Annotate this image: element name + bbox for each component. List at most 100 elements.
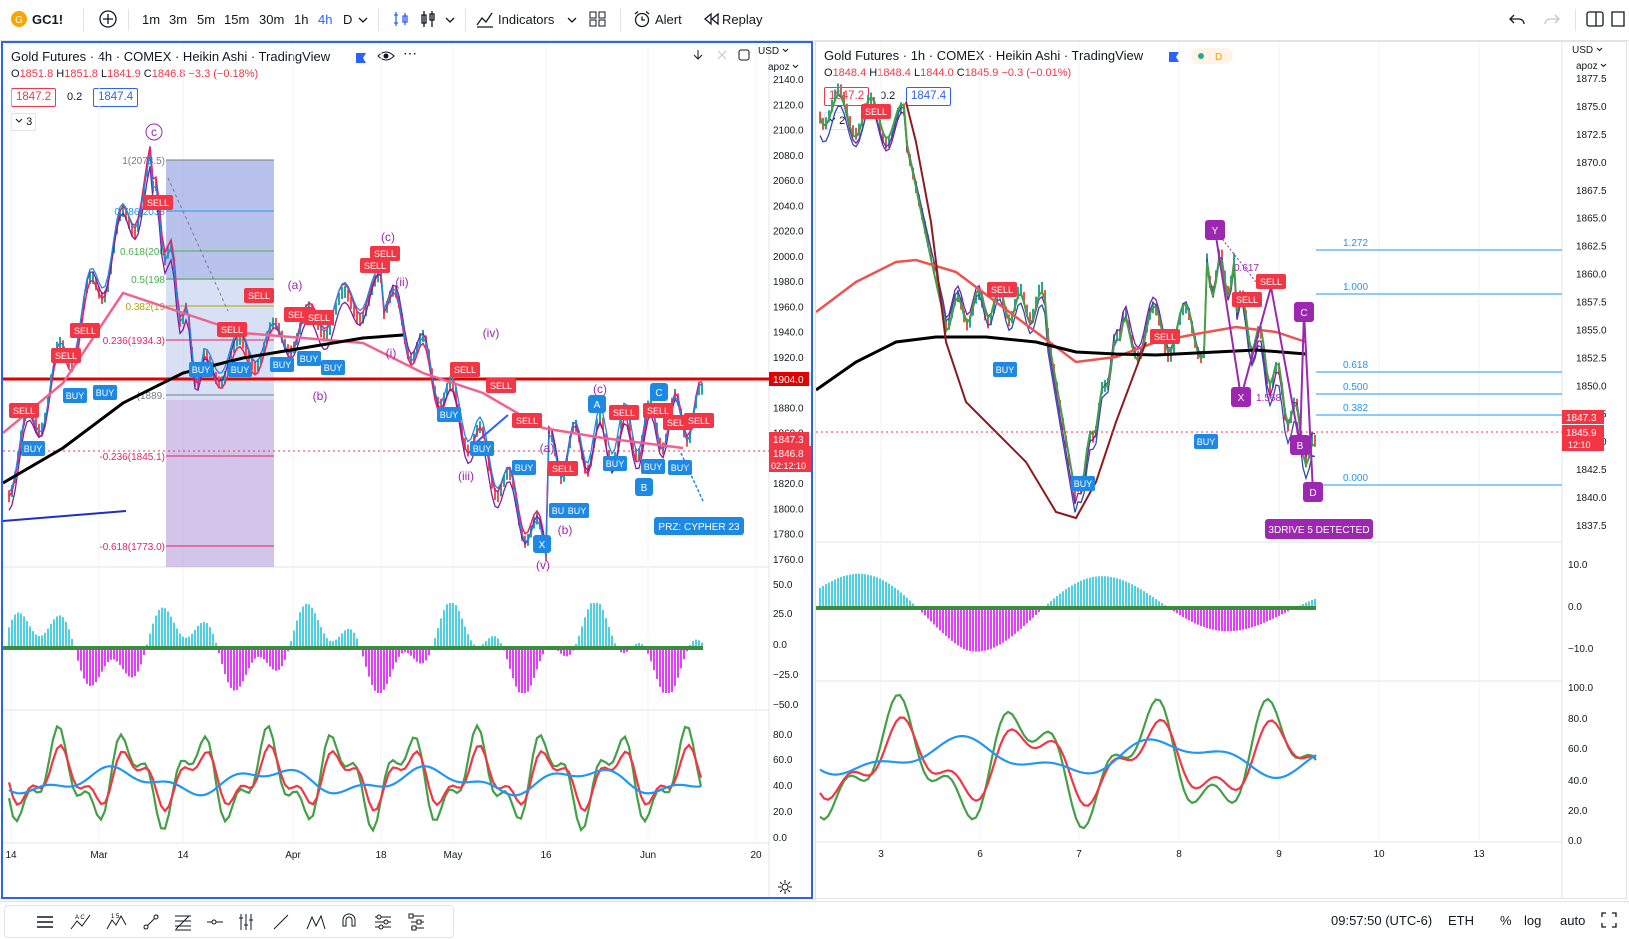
buy-price-box[interactable]: 1847.4 bbox=[906, 87, 952, 106]
settings-gear-icon[interactable] bbox=[777, 879, 793, 900]
sell-signal: SELL bbox=[248, 291, 270, 301]
left-chart-pane[interactable]: Gold Futures · 4h · COMEX · Heikin Ashi … bbox=[1, 41, 813, 899]
symbol-name[interactable]: GC1! bbox=[32, 12, 64, 27]
interval-4h[interactable]: 4h bbox=[318, 12, 333, 27]
percent-toggle[interactable]: % bbox=[1500, 913, 1512, 928]
arrow-down-icon[interactable] bbox=[691, 48, 705, 67]
price-tick: 1820.0 bbox=[773, 479, 804, 490]
time-tick: 10 bbox=[1373, 849, 1385, 860]
scale-selector[interactable]: apoz bbox=[768, 62, 799, 73]
price-tick: 1860.0 bbox=[1576, 270, 1607, 281]
abcd-pattern-icon[interactable]: A C bbox=[69, 912, 93, 937]
interval-3m[interactable]: 3m bbox=[169, 12, 188, 27]
time-tick: 14 bbox=[177, 850, 189, 861]
sell-price-box[interactable]: 1847.2 bbox=[11, 88, 57, 107]
price-tag-bg bbox=[1562, 425, 1604, 451]
session-toggle[interactable]: ETH bbox=[1448, 913, 1474, 928]
alert-button[interactable]: Alert bbox=[655, 12, 682, 27]
alarm-clock-icon[interactable] bbox=[632, 9, 652, 29]
price-tick: 1870.0 bbox=[1576, 158, 1607, 169]
osc1-tick: 10.0 bbox=[1568, 560, 1588, 571]
chevron-down-icon[interactable] bbox=[445, 11, 455, 31]
bar-chart-type-icon[interactable] bbox=[391, 9, 411, 29]
high-value: 1848.4 bbox=[877, 67, 911, 79]
buy-signal-bg bbox=[565, 503, 589, 518]
object-tree-icon[interactable] bbox=[407, 912, 427, 937]
spread-value: 0.2 bbox=[67, 91, 83, 103]
undo-icon[interactable] bbox=[1508, 10, 1526, 30]
price-tick: 1857.5 bbox=[1576, 298, 1607, 309]
elliott-wave-icon[interactable]: 1 5 bbox=[105, 912, 129, 937]
trend-line-icon[interactable] bbox=[141, 912, 161, 937]
wave-label: (c) bbox=[381, 230, 395, 244]
legend-toggle[interactable]: 3 bbox=[11, 113, 37, 131]
ratio-label: 0.617 bbox=[1234, 263, 1259, 274]
interval-5m[interactable]: 5m bbox=[197, 12, 216, 27]
maximize-icon[interactable] bbox=[737, 48, 751, 67]
redo-icon[interactable] bbox=[1543, 10, 1561, 30]
interval-15m[interactable]: 15m bbox=[224, 12, 250, 27]
fib-label: 0.5(198 bbox=[131, 275, 165, 286]
change-value: −0.3 (−0.01%) bbox=[1001, 67, 1072, 79]
ray-line-icon[interactable] bbox=[271, 912, 291, 937]
rewind-icon[interactable] bbox=[702, 10, 720, 30]
indicators-button[interactable]: Indicators bbox=[498, 12, 555, 27]
currency-selector[interactable]: USD bbox=[758, 46, 789, 57]
chevron-down-icon[interactable] bbox=[358, 11, 368, 31]
divider bbox=[465, 9, 466, 31]
right-chart-pane[interactable]: Gold Futures · 1h · COMEX · Heikin Ashi … bbox=[815, 41, 1627, 899]
market-status-icon[interactable]: D bbox=[1191, 48, 1233, 69]
magnet-icon[interactable] bbox=[339, 912, 359, 937]
indicators-icon[interactable] bbox=[475, 9, 495, 29]
flag-icon[interactable] bbox=[355, 51, 367, 69]
close-icon[interactable] bbox=[715, 48, 729, 67]
eye-icon[interactable] bbox=[377, 49, 395, 68]
chevron-down-icon[interactable] bbox=[567, 11, 577, 31]
scale-selector[interactable]: apoz bbox=[1576, 61, 1607, 72]
fib-retracement-icon[interactable] bbox=[173, 912, 193, 937]
more-icon[interactable]: ⋯ bbox=[403, 45, 417, 61]
candle-chart-type-icon[interactable] bbox=[418, 9, 438, 29]
currency-selector[interactable]: USD bbox=[1572, 45, 1603, 56]
symbol-icon[interactable]: G bbox=[10, 10, 28, 30]
chevron-down-icon bbox=[793, 64, 799, 69]
price-tick: 1840.0 bbox=[1576, 493, 1607, 504]
right-chart-canvas[interactable]: 1877.5 1875.0 1872.5 1870.0 1867.5 1865.0 1862… bbox=[816, 42, 1626, 898]
price-tick: 1862.5 bbox=[1576, 242, 1607, 253]
horizontal-ray-icon[interactable] bbox=[205, 912, 225, 937]
ohlc-legend: O1848.4 H1848.4 L1844.0 C1845.9 −0.3 (−0… bbox=[824, 67, 1072, 79]
auto-toggle[interactable]: auto bbox=[1560, 913, 1586, 928]
parallel-channel-icon[interactable] bbox=[237, 912, 257, 937]
left-chart-canvas[interactable]: 2140.02120.02100.02080.02060.02040.02020… bbox=[3, 43, 811, 897]
settings-sliders-icon[interactable] bbox=[373, 912, 393, 937]
log-toggle[interactable]: log bbox=[1524, 913, 1542, 928]
panel-layout-icon[interactable] bbox=[1585, 9, 1605, 29]
clock-time[interactable]: 09:57:50 (UTC-6) bbox=[1331, 913, 1433, 928]
flag-icon[interactable] bbox=[1168, 50, 1180, 68]
add-symbol-icon[interactable] bbox=[98, 9, 118, 29]
buy-price-box[interactable]: 1847.4 bbox=[93, 88, 139, 107]
interval-1m[interactable]: 1m bbox=[142, 12, 161, 27]
price-tick: 1875.0 bbox=[1576, 102, 1607, 113]
sell-signal-bg bbox=[548, 461, 578, 476]
sell-signal-bg bbox=[51, 348, 81, 363]
layout-grid-icon[interactable] bbox=[588, 9, 608, 29]
price-tag-bg bbox=[769, 432, 809, 446]
interval-1h[interactable]: 1h bbox=[294, 12, 309, 27]
wave-circle bbox=[145, 123, 163, 141]
time-tick: Apr bbox=[285, 850, 301, 861]
interval-d[interactable]: D bbox=[343, 12, 353, 27]
xabcd-pattern-icon[interactable] bbox=[305, 912, 327, 937]
menu-lines-icon[interactable] bbox=[35, 912, 55, 937]
replay-button[interactable]: Replay bbox=[722, 12, 763, 27]
fib-label: 0.618(200 bbox=[120, 247, 165, 258]
fullscreen-icon[interactable] bbox=[1600, 911, 1618, 934]
interval-30m[interactable]: 30m bbox=[259, 12, 285, 27]
price-tick: 1842.5 bbox=[1576, 465, 1607, 476]
sell-signal: SELL bbox=[454, 365, 476, 375]
osc1-tick: −50.0 bbox=[773, 700, 799, 711]
price-tick: 2120.0 bbox=[773, 100, 804, 111]
buy-signal-bg bbox=[228, 362, 252, 377]
price-tick: 1800.0 bbox=[773, 504, 804, 515]
fullscreen-icon[interactable] bbox=[1611, 9, 1625, 29]
